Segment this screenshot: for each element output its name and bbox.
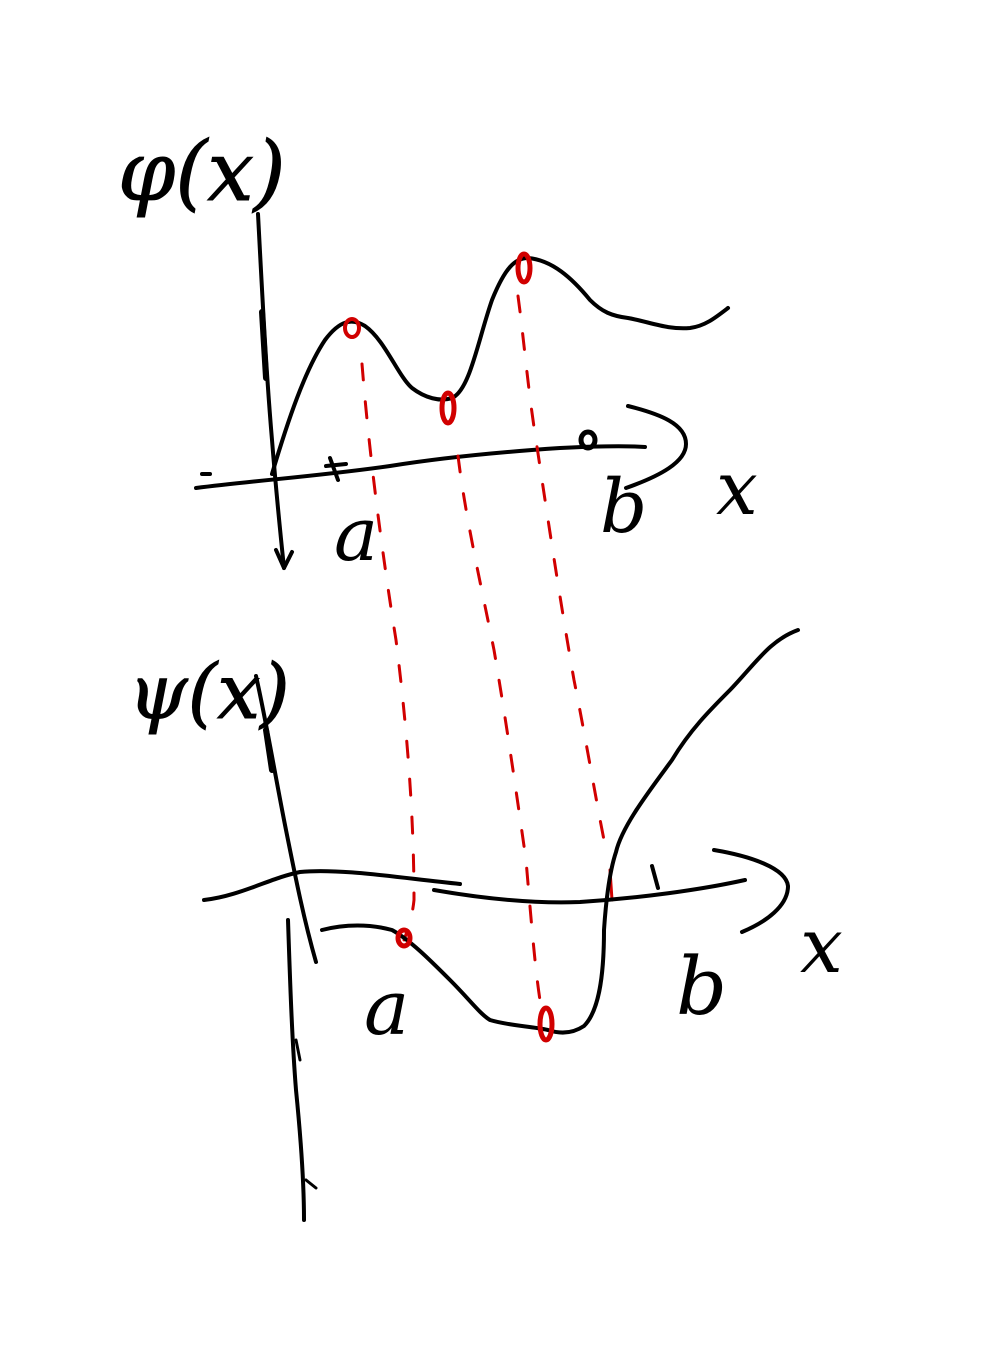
bottom-x-axis-right: [432, 878, 747, 905]
top-graph: φ(x) a b x: [118, 125, 758, 579]
connector-max2-dashes: [516, 294, 606, 842]
top-x-axis-label: x: [716, 446, 758, 532]
connector-lines: [360, 294, 614, 1014]
bottom-point-a-marker: [395, 927, 413, 949]
bottom-curve: [320, 628, 800, 1035]
top-x-axis-arrowhead: [624, 404, 688, 490]
bottom-graph: ψ(x) a b x: [128, 628, 843, 1222]
bottom-point-b-label: b: [676, 940, 727, 1033]
connector-min-dashes: [456, 454, 544, 1014]
top-local-min-marker: [439, 390, 457, 426]
top-critical-points: [343, 251, 533, 426]
bottom-x-axis-label: x: [800, 901, 843, 990]
top-x-axis: [194, 444, 647, 490]
bottom-x-axis: [202, 869, 462, 902]
top-point-a-label: a: [334, 492, 378, 578]
bottom-y-axis-tick: [263, 727, 275, 773]
top-local-max-2-marker: [515, 251, 533, 285]
top-local-max-1-marker: [343, 317, 361, 339]
bottom-critical-points: [395, 927, 555, 1043]
bottom-y-axis-upper: [254, 674, 318, 964]
bottom-x-axis-arrowhead: [712, 848, 790, 934]
top-curve: [270, 256, 730, 476]
bottom-y-axis-lower: [286, 918, 306, 1222]
top-y-axis: [256, 212, 286, 570]
bottom-point-a-label: a: [364, 963, 409, 1052]
top-y-axis-tick: [259, 309, 269, 381]
bottom-y-axis-end: [294, 1038, 318, 1190]
top-y-axis-arrow: [274, 548, 294, 570]
bottom-function-label: ψ(x): [128, 647, 290, 736]
top-function-label: φ(x): [118, 125, 286, 220]
top-point-a-tick: [324, 456, 348, 482]
bottom-x-axis-tick-b: [650, 864, 660, 890]
top-point-b-marker: [578, 429, 598, 451]
connector-a-dashes: [360, 362, 416, 942]
top-point-b-label: b: [600, 464, 647, 550]
bottom-local-min-marker: [537, 1005, 555, 1043]
